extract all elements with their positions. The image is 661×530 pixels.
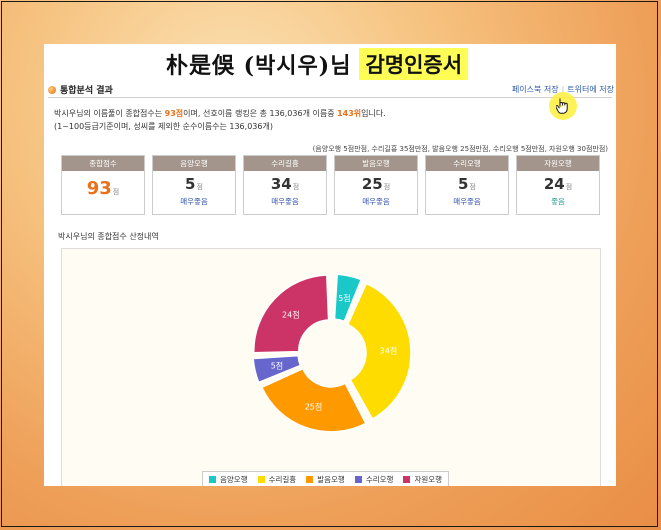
donut-slice-label: 34점 bbox=[380, 345, 398, 355]
score-box-grade: 매우좋음 bbox=[453, 197, 481, 206]
score-box-label: 수리길흉 bbox=[244, 156, 326, 171]
donut-slice-4[interactable] bbox=[252, 354, 302, 384]
legend-label: 발음오행 bbox=[317, 474, 345, 484]
hand-cursor-icon bbox=[556, 98, 568, 114]
legend-item[interactable]: 수리길흉 bbox=[257, 474, 297, 485]
rank-highlight: 143위 bbox=[337, 109, 362, 118]
score-box-eumyang: 음양오행 5점 매우좋음 bbox=[152, 155, 236, 215]
legend-label: 수리오행 bbox=[365, 474, 394, 484]
chart-title: 박시우님의 종합점수 산정내역 bbox=[58, 232, 159, 241]
donut-slice-1[interactable] bbox=[333, 273, 363, 323]
score-box-grade: 매우좋음 bbox=[362, 197, 390, 206]
score-box-label: 종합점수 bbox=[62, 156, 144, 171]
total-score-highlight: 93점 bbox=[164, 109, 184, 118]
cursor-highlight bbox=[549, 92, 577, 120]
summary-line-2: (1~100등급기준이며, 성씨를 제외한 순수이름수는 136,036개) bbox=[54, 122, 273, 131]
legend-label: 수리길흉 bbox=[268, 474, 297, 484]
score-box-grade: 매우좋음 bbox=[180, 197, 208, 206]
legend-label: 자원오행 bbox=[414, 474, 443, 484]
legend-swatch bbox=[257, 475, 265, 483]
chart-legend: 음양오행 수리길흉 발음오행 수리오행 자원오행 bbox=[202, 471, 450, 486]
legend-item[interactable]: 음양오행 bbox=[209, 474, 248, 485]
section-divider bbox=[48, 97, 612, 98]
share-separator: | bbox=[561, 85, 565, 94]
donut-slice-5[interactable] bbox=[253, 274, 330, 354]
score-box-value: 34점 bbox=[270, 175, 300, 193]
score-boxes: 종합점수 93점 음양오행 5점 매우좋음 수리길흉 34점 매우좋음 발음오행… bbox=[61, 155, 600, 215]
score-box-total: 종합점수 93점 bbox=[61, 155, 145, 215]
score-box-grade: 좋음 bbox=[551, 197, 565, 206]
score-box-jawon: 자원오행 24점 좋음 bbox=[516, 155, 600, 215]
score-box-value: 93점 bbox=[86, 178, 120, 199]
donut-chart: 5점 34점 25점 5점 24점 bbox=[252, 273, 412, 433]
certificate-banner: 朴是俁 (박시우)님 감명인증서 bbox=[166, 47, 498, 80]
legend-swatch bbox=[209, 475, 216, 483]
legend-item[interactable]: 수리오행 bbox=[354, 474, 394, 485]
donut-slice-label: 5점 bbox=[271, 361, 283, 371]
chart-area: 5점 34점 25점 5점 24점 음양오행 수리길흉 발음오행 수리오행 자원오행 bbox=[61, 248, 601, 486]
banner-name: 朴是俁 (박시우)님 bbox=[166, 52, 352, 79]
score-box-grade: 매우좋음 bbox=[271, 197, 299, 206]
summary-text: 박시우님의 이름풀이 종합점수는 93점이며, 선호이름 랭킹은 총 136,0… bbox=[54, 107, 386, 133]
legend-item[interactable]: 자원오행 bbox=[403, 474, 442, 485]
bullet-icon bbox=[48, 85, 56, 94]
summary-line-1: 박시우님의 이름풀이 종합점수는 93점이며, 선호이름 랭킹은 총 136,0… bbox=[54, 109, 386, 118]
donut-slice-label: 5점 bbox=[338, 293, 350, 303]
donut-slice-label: 24점 bbox=[282, 309, 300, 319]
score-box-value: 25점 bbox=[361, 175, 391, 193]
twitter-save-link[interactable]: 트위터에 저장 bbox=[567, 85, 614, 94]
donut-slice-2[interactable] bbox=[346, 282, 412, 421]
donut-slice-label: 25점 bbox=[305, 401, 323, 411]
donut-slice-3[interactable] bbox=[260, 367, 367, 433]
legend-swatch bbox=[306, 475, 314, 483]
score-box-value: 5점 bbox=[458, 175, 476, 193]
facebook-save-link[interactable]: 페이스북 저장 bbox=[511, 85, 559, 94]
score-box-suri-ohaeng: 수리오행 5점 매우좋음 bbox=[425, 155, 509, 215]
legend-swatch bbox=[354, 475, 362, 483]
banner-certificate-label: 감명인증서 bbox=[359, 47, 469, 80]
section-title: 통합분석 결과 bbox=[60, 86, 113, 96]
legend-label: 음양오행 bbox=[220, 474, 248, 484]
legend-swatch bbox=[403, 475, 411, 483]
score-box-suri-gilhyung: 수리길흉 34점 매우좋음 bbox=[243, 155, 327, 215]
score-box-value: 24점 bbox=[543, 175, 573, 193]
legend-item[interactable]: 발음오행 bbox=[306, 474, 345, 485]
score-box-value: 5점 bbox=[185, 175, 203, 193]
score-criteria: (음양오행 5점만점, 수리길흉 35점만점, 발음오행 25점만점, 수리오행… bbox=[312, 145, 608, 153]
score-box-label: 발음오행 bbox=[335, 156, 417, 171]
section-header: 통합분석 결과 bbox=[48, 83, 113, 96]
score-box-label: 음양오행 bbox=[153, 156, 235, 171]
result-card: 朴是俁 (박시우)님 감명인증서 통합분석 결과 페이스북 저장 | 트위터에 저장… bbox=[44, 44, 616, 486]
share-links: 페이스북 저장 | 트위터에 저장 bbox=[512, 84, 614, 95]
score-box-label: 자원오행 bbox=[517, 156, 599, 171]
score-box-label: 수리오행 bbox=[426, 156, 508, 171]
score-box-pronunciation: 발음오행 25점 매우좋음 bbox=[334, 155, 418, 215]
